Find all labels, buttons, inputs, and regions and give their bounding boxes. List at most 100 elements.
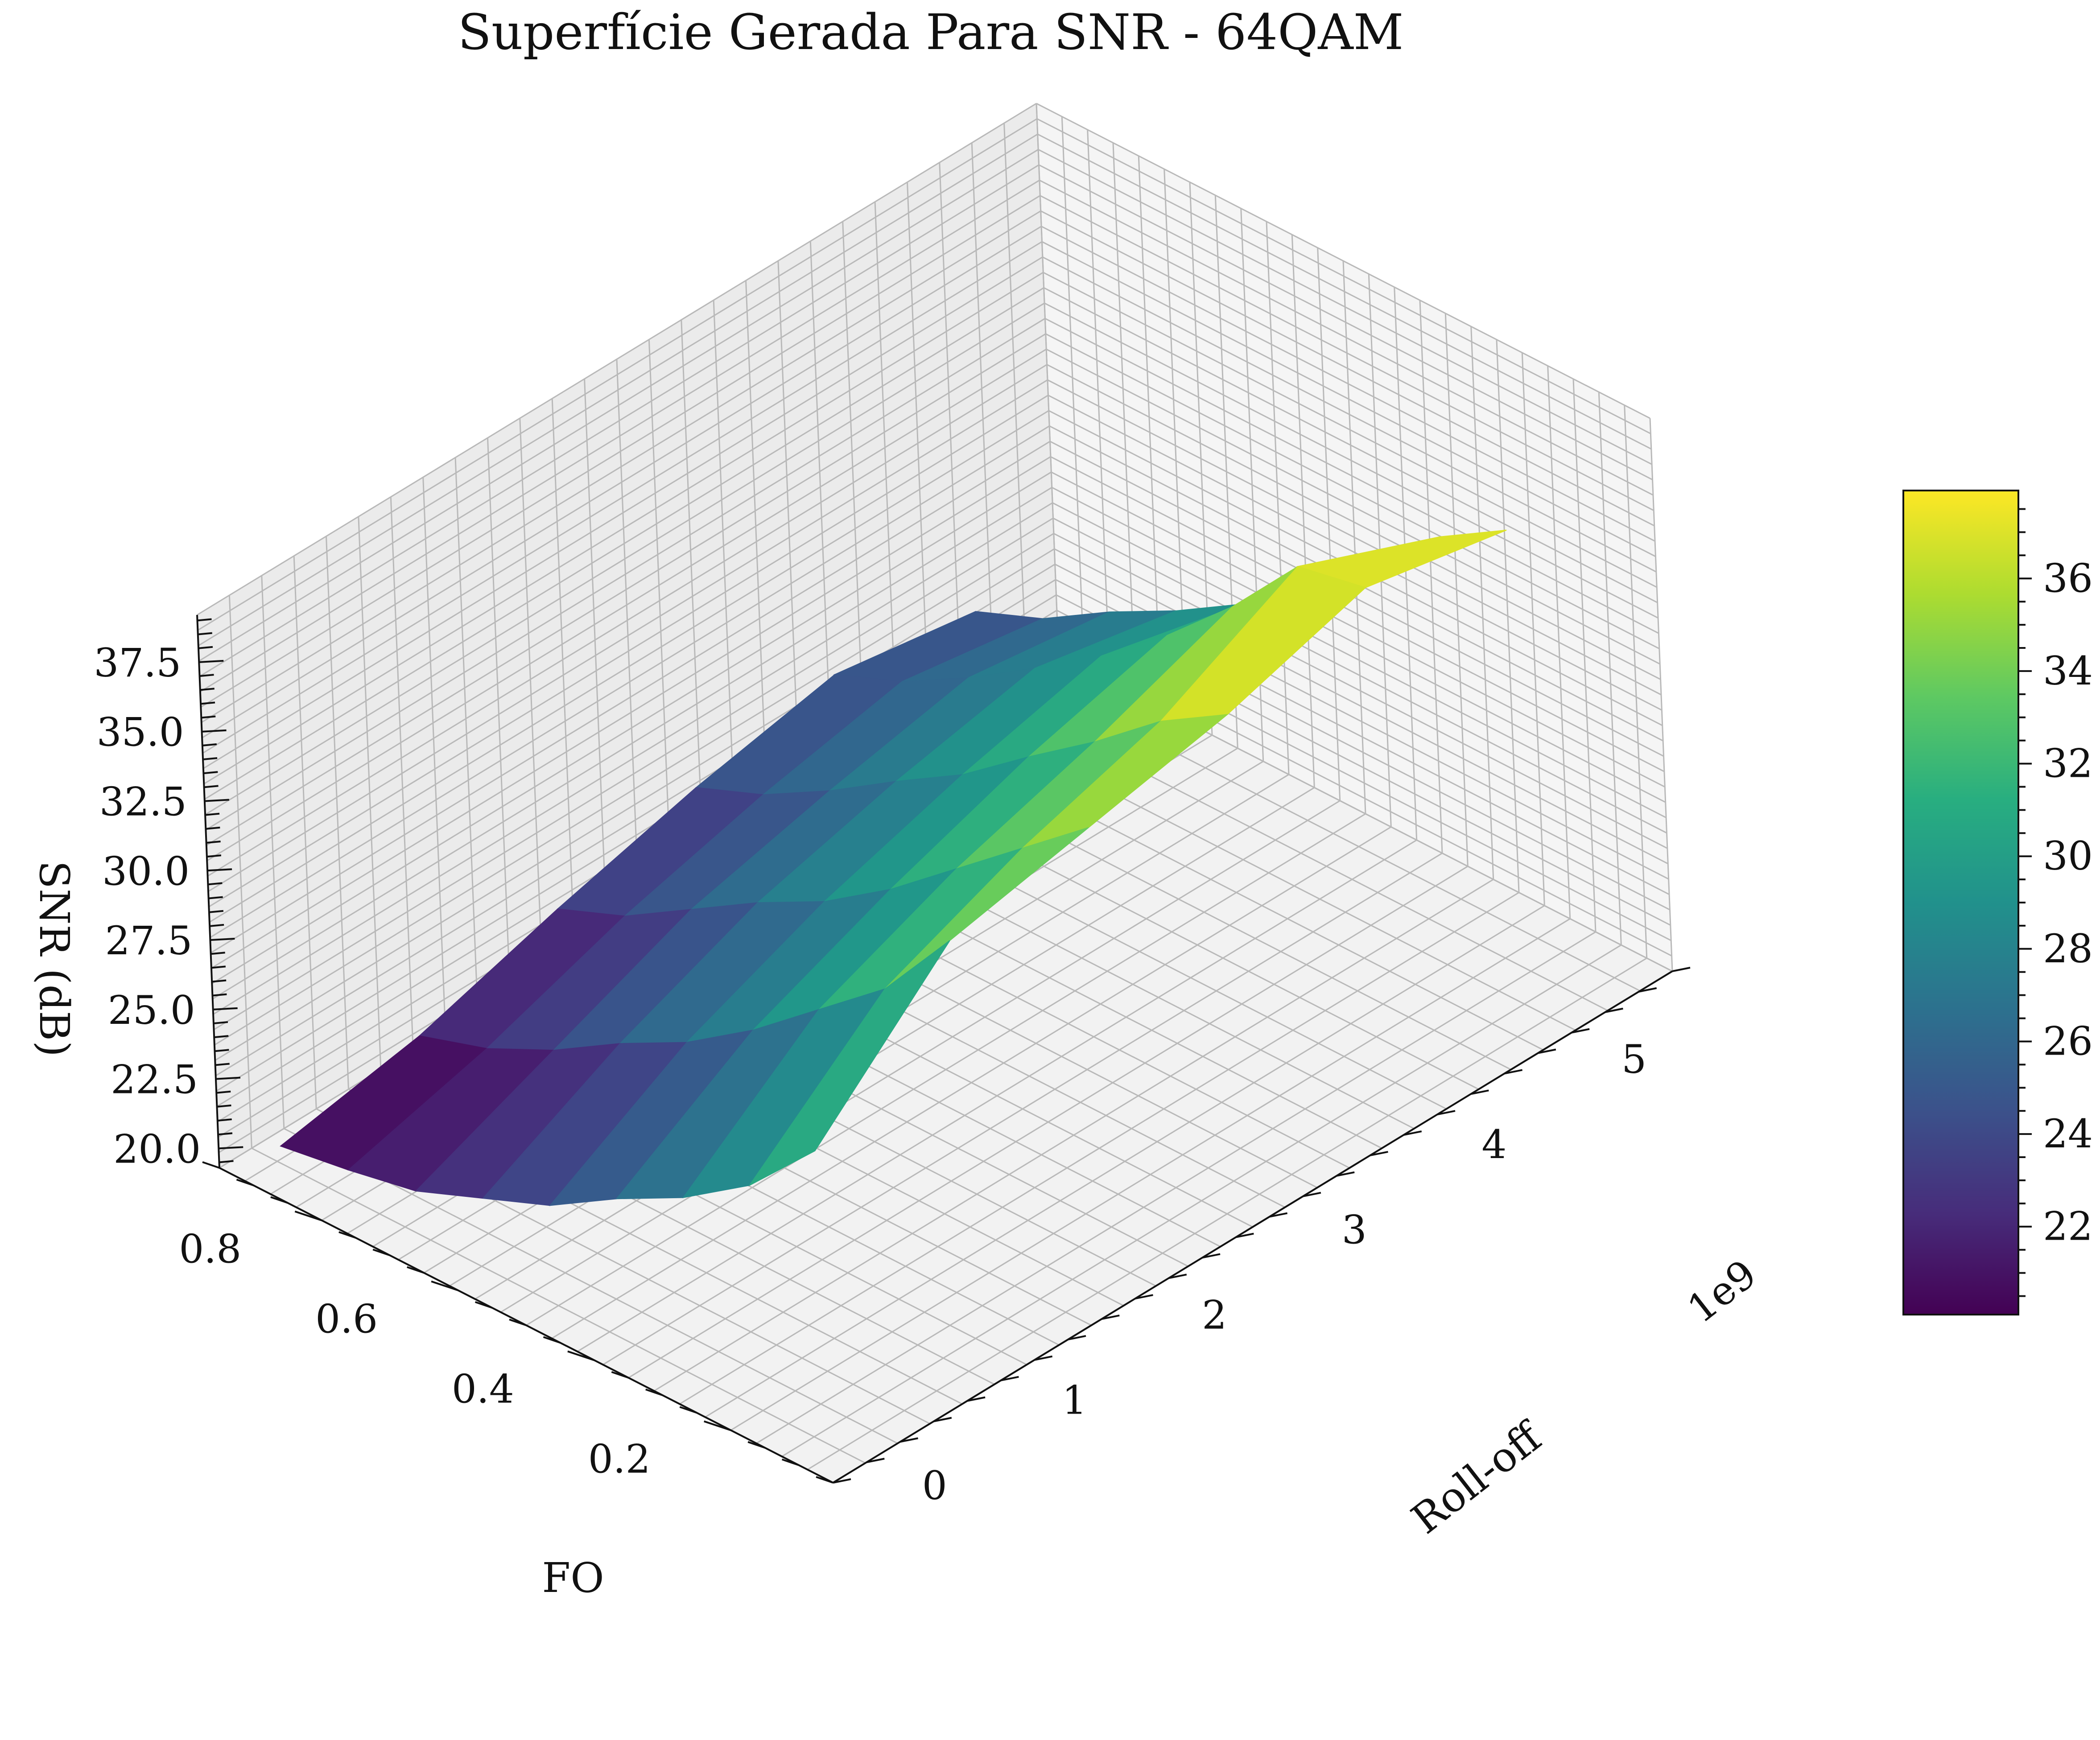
- z-tick-mark: [214, 1035, 229, 1039]
- gridline: [1050, 456, 1665, 772]
- z-tick-mark: [200, 688, 215, 691]
- x-tick-mark: [679, 1406, 697, 1414]
- gridline: [1038, 148, 1652, 465]
- gridline: [206, 333, 1046, 846]
- gridline: [251, 1147, 866, 1464]
- z-tick-mark: [211, 979, 227, 983]
- y-tick-mark: [900, 1437, 918, 1443]
- z-tick-mark: [202, 757, 218, 761]
- x-tick-label: 0.2: [588, 1436, 651, 1482]
- z-tick-mark: [206, 826, 220, 830]
- z-tick-mark: [199, 674, 214, 677]
- x-tick-mark: [781, 1458, 800, 1466]
- x-axis-ticks: 0.2 0.4 0.6 0.8: [179, 1161, 833, 1484]
- gridline: [207, 364, 1048, 877]
- y-axis-label: Roll-off: [1403, 1412, 1552, 1543]
- x-tick-mark: [747, 1441, 765, 1449]
- y-tick-label: 4: [1481, 1122, 1506, 1167]
- gridline: [203, 256, 1043, 769]
- x-tick-mark: [611, 1371, 629, 1379]
- z-tick-mark: [209, 910, 224, 913]
- z-tick-mark: [202, 729, 227, 733]
- colorbar-tick-label: 34: [2043, 648, 2093, 694]
- y-tick-label: 0: [922, 1463, 947, 1509]
- gridline: [1039, 179, 1654, 496]
- z-tick-mark: [207, 868, 232, 872]
- gridline: [210, 425, 1050, 938]
- surface-plot: [280, 529, 1507, 1206]
- y-tick-mark: [967, 1396, 986, 1402]
- z-tick-mark: [219, 1146, 243, 1150]
- z-tick-label: 20.0: [113, 1126, 201, 1172]
- gridline: [200, 179, 1040, 693]
- z-tick-mark: [197, 618, 212, 622]
- gridline: [197, 103, 1037, 616]
- y-tick-mark: [1001, 1376, 1019, 1381]
- y-tick-mark: [1101, 1314, 1120, 1320]
- y-tick-mark: [1235, 1233, 1254, 1238]
- gridline: [211, 456, 1051, 969]
- x-tick-label: 0.4: [452, 1366, 514, 1412]
- y-tick-mark: [1135, 1294, 1153, 1300]
- y-tick-label: 5: [1621, 1036, 1646, 1082]
- colorbar: [1902, 490, 2019, 1315]
- y-tick-mark: [866, 1458, 885, 1464]
- gridline: [1041, 226, 1655, 542]
- gridline: [1046, 348, 1660, 665]
- gridline: [1037, 133, 1652, 450]
- x-tick-mark: [202, 1161, 220, 1169]
- x-tick-mark: [509, 1319, 527, 1326]
- gridline: [208, 379, 1048, 892]
- z-tick-label: 22.5: [111, 1057, 198, 1103]
- gridline: [1051, 471, 1665, 788]
- z-tick-mark: [209, 924, 224, 927]
- gridline: [1054, 548, 1668, 865]
- y-tick-mark: [1403, 1130, 1422, 1136]
- y-tick-mark: [1034, 1355, 1053, 1361]
- y-tick-mark: [1370, 1150, 1388, 1156]
- x-tick-mark: [372, 1249, 390, 1257]
- gridline: [1053, 533, 1668, 849]
- y-tick-mark: [1168, 1274, 1187, 1279]
- gridline: [1043, 272, 1657, 588]
- gridline: [198, 149, 1039, 662]
- z-tick-label: 32.5: [99, 779, 187, 825]
- colorbar-tick-label: 24: [2043, 1111, 2093, 1157]
- z-tick-mark: [218, 1132, 233, 1136]
- gridline: [204, 287, 1044, 800]
- gridline: [202, 241, 1043, 754]
- gridline: [1040, 210, 1655, 527]
- colorbar-tick-label: 36: [2043, 555, 2093, 601]
- x-tick-mark: [294, 1210, 322, 1221]
- z-tick-mark: [215, 1063, 230, 1066]
- chart-title: Superfície Gerada Para SNR - 64QAM: [458, 4, 1404, 61]
- x-tick-mark: [338, 1231, 356, 1239]
- y-tick-mark: [1605, 1007, 1623, 1013]
- z-tick-mark: [213, 1007, 238, 1010]
- z-tick-label: 37.5: [94, 640, 181, 686]
- gridline: [1049, 441, 1664, 757]
- z-tick-mark: [211, 965, 226, 969]
- gridline: [200, 195, 1041, 708]
- z-tick-mark: [212, 993, 227, 997]
- gridline: [1045, 333, 1660, 650]
- z-tick-label: 25.0: [108, 987, 195, 1033]
- gridline: [205, 302, 1045, 816]
- z-tick-mark: [210, 938, 235, 941]
- y-tick-mark: [1202, 1253, 1221, 1259]
- z-tick-mark: [215, 1076, 241, 1080]
- gridline: [215, 548, 1055, 1061]
- gridline: [205, 317, 1046, 831]
- gridline: [210, 441, 1051, 954]
- gridline: [212, 487, 1052, 1000]
- y-tick-mark: [1638, 987, 1657, 993]
- y-tick-mark: [833, 1478, 851, 1484]
- x-axis-label: FO: [542, 1554, 604, 1602]
- gridline: [1042, 256, 1657, 573]
- gridline: [1044, 302, 1659, 619]
- z-axis-label: SNR (dB): [30, 861, 78, 1057]
- z-tick-mark: [198, 646, 213, 649]
- gridline: [213, 517, 1054, 1031]
- y-tick-mark: [1538, 1048, 1556, 1054]
- gridline: [198, 133, 1038, 647]
